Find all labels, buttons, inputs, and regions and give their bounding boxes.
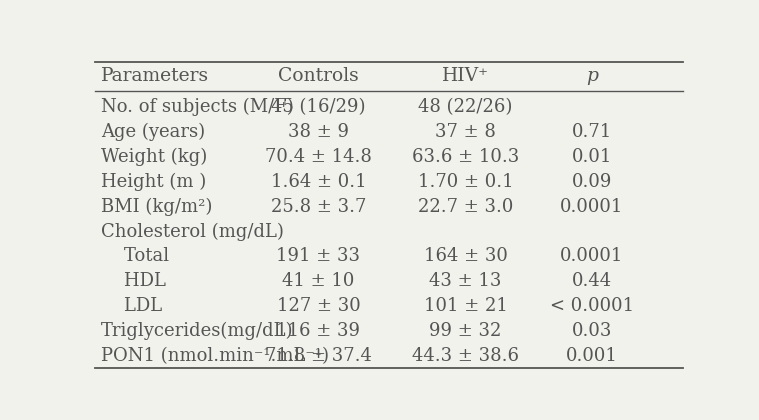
Text: 191 ± 33: 191 ± 33 (276, 247, 361, 265)
Text: HDL: HDL (101, 272, 165, 290)
Text: Weight (kg): Weight (kg) (101, 148, 207, 166)
Text: 116 ± 39: 116 ± 39 (276, 322, 361, 340)
Text: 0.44: 0.44 (572, 272, 612, 290)
Text: Parameters: Parameters (101, 67, 209, 85)
Text: 37 ± 8: 37 ± 8 (435, 123, 496, 141)
Text: PON1 (nmol.min⁻¹.mL⁻¹): PON1 (nmol.min⁻¹.mL⁻¹) (101, 347, 329, 365)
Text: 0.03: 0.03 (572, 322, 612, 340)
Text: No. of subjects (M/F): No. of subjects (M/F) (101, 98, 294, 116)
Text: 1.70 ± 0.1: 1.70 ± 0.1 (417, 173, 513, 191)
Text: Cholesterol (mg/dL): Cholesterol (mg/dL) (101, 222, 284, 241)
Text: 0.0001: 0.0001 (560, 197, 624, 215)
Text: Triglycerides(mg/dL): Triglycerides(mg/dL) (101, 322, 293, 340)
Text: BMI (kg/m²): BMI (kg/m²) (101, 197, 212, 216)
Text: 22.7 ± 3.0: 22.7 ± 3.0 (417, 197, 513, 215)
Text: 48 (22/26): 48 (22/26) (418, 98, 512, 116)
Text: 45 (16/29): 45 (16/29) (271, 98, 366, 116)
Text: 38 ± 9: 38 ± 9 (288, 123, 349, 141)
Text: Total: Total (101, 247, 169, 265)
Text: 0.71: 0.71 (572, 123, 612, 141)
Text: 1.64 ± 0.1: 1.64 ± 0.1 (271, 173, 366, 191)
Text: Age (years): Age (years) (101, 123, 205, 141)
Text: 25.8 ± 3.7: 25.8 ± 3.7 (271, 197, 366, 215)
Text: 0.01: 0.01 (572, 148, 612, 166)
Text: p: p (586, 67, 598, 85)
Text: Height (m ): Height (m ) (101, 173, 206, 191)
Text: 44.3 ± 38.6: 44.3 ± 38.6 (412, 347, 519, 365)
Text: 63.6 ± 10.3: 63.6 ± 10.3 (412, 148, 519, 166)
Text: < 0.0001: < 0.0001 (550, 297, 634, 315)
Text: 70.4 ± 14.8: 70.4 ± 14.8 (265, 148, 372, 166)
Text: 0.001: 0.001 (566, 347, 618, 365)
Text: 41 ± 10: 41 ± 10 (282, 272, 354, 290)
Text: 99 ± 32: 99 ± 32 (430, 322, 502, 340)
Text: 0.0001: 0.0001 (560, 247, 624, 265)
Text: 0.09: 0.09 (572, 173, 612, 191)
Text: 71.8 ± 37.4: 71.8 ± 37.4 (265, 347, 372, 365)
Text: LDL: LDL (101, 297, 162, 315)
Text: 127 ± 30: 127 ± 30 (276, 297, 361, 315)
Text: 43 ± 13: 43 ± 13 (430, 272, 502, 290)
Text: HIV⁺: HIV⁺ (442, 67, 489, 85)
Text: Controls: Controls (278, 67, 359, 85)
Text: 164 ± 30: 164 ± 30 (424, 247, 508, 265)
Text: 101 ± 21: 101 ± 21 (424, 297, 508, 315)
